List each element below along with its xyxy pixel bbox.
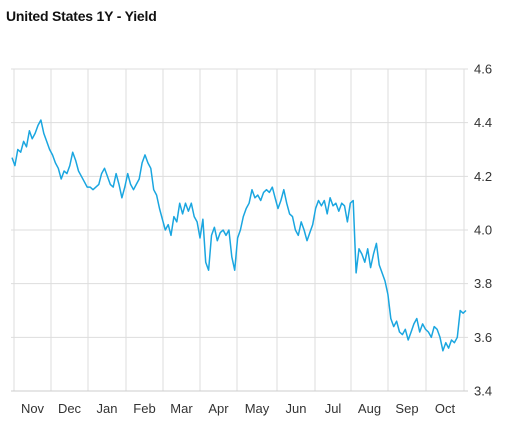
y-tick-label: 4.4 xyxy=(474,115,492,130)
x-tick-label: Aug xyxy=(358,401,381,416)
x-tick-label: Dec xyxy=(58,401,82,416)
x-tick-label: Jul xyxy=(325,401,342,416)
y-tick-label: 3.8 xyxy=(474,276,492,291)
x-tick-label: Jun xyxy=(286,401,307,416)
y-tick-label: 4.6 xyxy=(474,62,492,77)
y-tick-label: 4.2 xyxy=(474,169,492,184)
chart-title: United States 1Y - Yield xyxy=(6,8,157,24)
x-axis: Nov Dec Jan Feb Mar Apr May Jun Jul Aug Sep Oct xyxy=(21,401,456,416)
x-tick-label: May xyxy=(245,401,270,416)
x-tick-label: Mar xyxy=(170,401,193,416)
series-group xyxy=(11,119,467,352)
grid-lines xyxy=(11,68,468,392)
y-tick-label: 3.4 xyxy=(474,384,492,399)
x-tick-label: Feb xyxy=(133,401,155,416)
y-tick-label: 3.6 xyxy=(474,330,492,345)
x-tick-label: Apr xyxy=(208,401,229,416)
x-tick-label: Nov xyxy=(21,401,45,416)
y-tick-label: 4.0 xyxy=(474,223,492,238)
x-tick-label: Oct xyxy=(435,401,456,416)
yield-series-line xyxy=(11,119,467,352)
x-tick-label: Jan xyxy=(97,401,118,416)
y-axis: 3.4 3.6 3.8 4.0 4.2 4.4 4.6 xyxy=(474,62,492,399)
x-tick-label: Sep xyxy=(395,401,418,416)
